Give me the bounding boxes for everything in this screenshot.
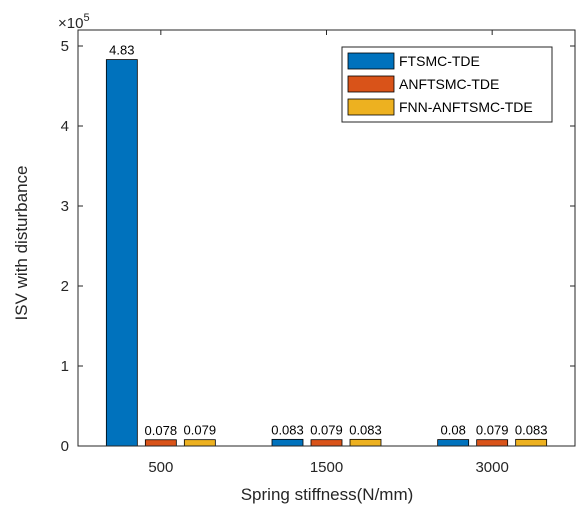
data-label: 0.083 xyxy=(271,422,304,437)
data-label: 0.083 xyxy=(515,422,548,437)
data-label: 0.079 xyxy=(310,423,343,438)
bar-anftsmc-tde-500 xyxy=(144,439,177,447)
data-labels: 4.83 0.078 0.079 0.083 0.079 0.083 0.08 0.079 0.… xyxy=(109,43,547,438)
bar-fnn-anftsmc-tde-3000 xyxy=(515,438,548,447)
y-axis-title: ISV with disturbance xyxy=(12,166,31,321)
y-tick-label: 2 xyxy=(61,278,69,295)
bar-fnn-anftsmc-tde-1500 xyxy=(349,438,382,447)
y-tick-label: 0 xyxy=(61,438,69,455)
plot-area-frame xyxy=(77,29,576,447)
legend-entry-fnn-anftsmc-tde: FNN-ANFTSMC-TDE xyxy=(347,98,533,116)
data-label: 0.079 xyxy=(184,423,217,438)
x-axis-title: Spring stiffness(N/mm) xyxy=(241,485,414,504)
data-label: 0.083 xyxy=(349,422,382,437)
y-tick-label: 3 xyxy=(61,198,69,215)
legend-entry-ftsmc-tde: FTSMC-TDE xyxy=(347,52,480,70)
legend-swatch-fnn-anftsmc-tde xyxy=(347,98,395,116)
legend-label-ftsmc-tde: FTSMC-TDE xyxy=(399,53,480,69)
bars xyxy=(105,59,548,447)
legend-entry-anftsmc-tde: ANFTSMC-TDE xyxy=(347,75,499,93)
legend-label-anftsmc-tde: ANFTSMC-TDE xyxy=(399,76,499,92)
x-tick-label: 500 xyxy=(148,459,173,476)
y-tick-label: 5 xyxy=(61,38,69,55)
y-tick-labels: 0 1 2 3 4 5 xyxy=(61,38,69,455)
data-label: 4.83 xyxy=(109,43,134,58)
x-tick-labels: 500 1500 3000 xyxy=(148,459,509,476)
bar-fnn-anftsmc-tde-500 xyxy=(183,439,216,447)
data-label: 0.079 xyxy=(476,423,509,438)
legend-label-fnn-anftsmc-tde: FNN-ANFTSMC-TDE xyxy=(399,99,533,115)
y-exponent: ×105 xyxy=(58,12,90,32)
bar-anftsmc-tde-3000 xyxy=(476,439,509,447)
bar-ftsmc-tde-500 xyxy=(105,59,138,447)
legend-swatch-ftsmc-tde xyxy=(347,52,395,70)
bar-anftsmc-tde-1500 xyxy=(310,439,343,447)
data-label: 0.08 xyxy=(441,423,466,438)
bar-ftsmc-tde-3000 xyxy=(437,439,470,447)
bar-ftsmc-tde-1500 xyxy=(271,438,304,447)
y-tick-label: 1 xyxy=(61,358,69,375)
legend: FTSMC-TDE ANFTSMC-TDE FNN-ANFTSMC-TDE xyxy=(341,46,553,123)
y-tick-label: 4 xyxy=(61,118,69,135)
x-tick-label: 3000 xyxy=(475,459,508,476)
legend-swatch-anftsmc-tde xyxy=(347,75,395,93)
data-label: 0.078 xyxy=(145,423,178,438)
x-tick-label: 1500 xyxy=(310,459,343,476)
